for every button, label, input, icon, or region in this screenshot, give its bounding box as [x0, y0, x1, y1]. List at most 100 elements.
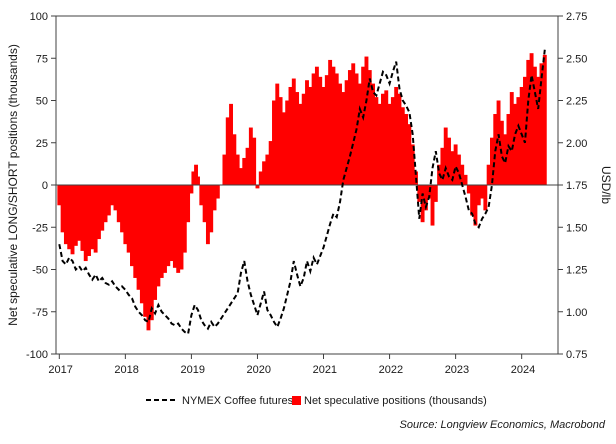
bar: [90, 185, 95, 250]
bar: [73, 185, 78, 246]
bar: [529, 53, 534, 186]
bar: [496, 100, 501, 185]
source-note: Source: Longview Economics, Macrobond: [400, 419, 606, 431]
bar: [516, 97, 521, 185]
bar: [447, 137, 451, 185]
x-tick-label: 2021: [313, 364, 337, 376]
bar: [407, 124, 412, 185]
bar: [321, 86, 326, 185]
bar: [351, 63, 356, 185]
bar: [133, 185, 138, 278]
bar: [136, 185, 141, 290]
bar: [331, 66, 336, 185]
bar: [215, 185, 220, 199]
bars-layer: [57, 53, 547, 331]
left-tick-label: 50: [36, 96, 48, 108]
bar: [100, 185, 105, 231]
bar: [156, 185, 161, 287]
right-tick-label: 1.75: [566, 180, 587, 192]
bar: [308, 86, 313, 185]
bar: [239, 168, 243, 185]
bar: [106, 185, 111, 216]
bar: [209, 185, 214, 233]
bar: [470, 185, 475, 216]
bar: [450, 151, 455, 185]
x-tick-label: 2020: [247, 364, 271, 376]
bar: [417, 185, 422, 202]
bar: [242, 157, 247, 185]
bar: [77, 185, 82, 241]
bar: [324, 75, 329, 185]
bar: [139, 185, 144, 304]
bar: [526, 59, 531, 185]
bar: [103, 185, 108, 223]
bar: [96, 185, 101, 240]
bar: [430, 185, 435, 226]
right-tick-label: 2.75: [566, 11, 587, 23]
bar: [153, 185, 158, 300]
right-tick-label: 0.75: [566, 349, 587, 361]
bar: [394, 86, 399, 185]
bar: [123, 185, 128, 245]
bar: [400, 107, 405, 185]
bar: [191, 171, 196, 185]
x-tick-label: 2022: [379, 364, 403, 376]
bar: [93, 185, 98, 253]
bar: [486, 164, 491, 185]
bar: [272, 100, 276, 185]
right-axis-title: USD/lb: [599, 166, 613, 204]
left-tick-label: 0: [42, 180, 48, 192]
bar: [463, 174, 468, 185]
bar: [172, 185, 177, 268]
bar: [268, 141, 273, 185]
bar: [87, 185, 91, 256]
bar: [473, 185, 478, 226]
bar: [357, 83, 362, 185]
bar: [523, 76, 527, 185]
bar: [490, 137, 494, 185]
bar: [381, 93, 385, 185]
bar: [334, 73, 339, 185]
bar: [120, 185, 124, 233]
bar: [476, 185, 481, 206]
left-tick-label: -50: [32, 265, 48, 277]
bar: [539, 63, 544, 185]
bar: [189, 185, 194, 194]
bar: [513, 103, 518, 185]
left-tick-label: 25: [36, 138, 48, 150]
line-series-nymex-coffee: [58, 49, 546, 336]
bar: [295, 92, 300, 185]
bar: [275, 83, 280, 185]
bar: [466, 185, 471, 194]
bar: [453, 144, 458, 185]
bar: [130, 185, 134, 267]
x-tick-label: 2018: [114, 364, 138, 376]
bar: [483, 185, 488, 211]
bar: [377, 103, 382, 185]
bar: [371, 83, 375, 185]
bar: [169, 185, 174, 262]
bar: [410, 144, 415, 185]
legend: NYMEX Coffee futures Net speculative pos…: [146, 395, 487, 407]
bar: [311, 73, 316, 185]
bar: [245, 147, 250, 185]
left-tick-label: -25: [32, 222, 48, 234]
bar: [509, 92, 514, 185]
bar: [433, 185, 438, 202]
bar: [278, 97, 283, 185]
bar: [186, 185, 191, 223]
bar: [288, 86, 293, 185]
right-tick-label: 2.00: [566, 138, 587, 150]
right-tick-label: 2.50: [566, 53, 587, 65]
bar: [146, 185, 151, 331]
bar: [67, 185, 72, 250]
bar: [384, 90, 389, 185]
bar: [163, 185, 167, 273]
bar: [248, 127, 253, 185]
right-tick-label: 1.50: [566, 222, 587, 234]
bar: [532, 66, 537, 185]
bar: [159, 185, 164, 278]
left-tick-label: -75: [32, 307, 48, 319]
bar: [212, 185, 217, 211]
bar: [347, 70, 352, 185]
